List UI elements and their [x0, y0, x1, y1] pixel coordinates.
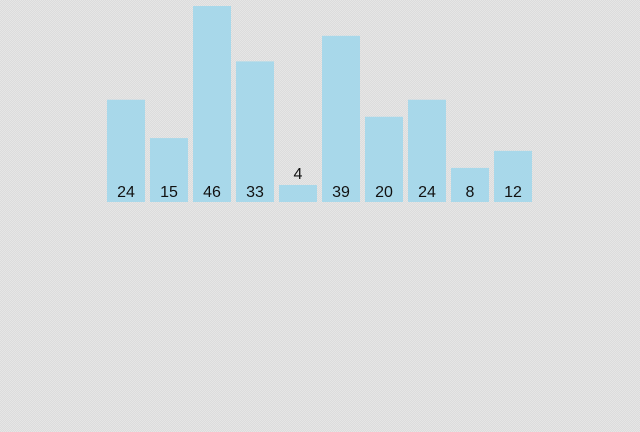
- bar-3: [236, 61, 274, 203]
- data-labels-group: 24 15 46 33 4 39 20 24 8 12: [117, 166, 522, 201]
- data-label-2: 46: [203, 184, 221, 201]
- bar-9: [494, 150, 532, 202]
- data-label-0: 24: [117, 184, 135, 201]
- bar-5: [322, 35, 360, 203]
- data-label-6: 20: [375, 184, 393, 201]
- bar-0: [107, 99, 145, 202]
- data-label-3: 33: [246, 184, 264, 201]
- bar-8: [451, 167, 489, 202]
- data-label-4: 4: [294, 166, 303, 183]
- data-label-5: 39: [332, 184, 350, 201]
- data-label-1: 15: [160, 184, 178, 201]
- data-label-7: 24: [418, 184, 436, 201]
- data-label-9: 12: [504, 184, 522, 201]
- bar-1: [150, 138, 188, 202]
- bar-4: [279, 184, 317, 202]
- bars-group: [107, 6, 532, 203]
- bar-6: [365, 116, 403, 202]
- data-label-8: 8: [466, 184, 475, 201]
- bar-2: [193, 6, 231, 202]
- bar-7: [408, 99, 446, 202]
